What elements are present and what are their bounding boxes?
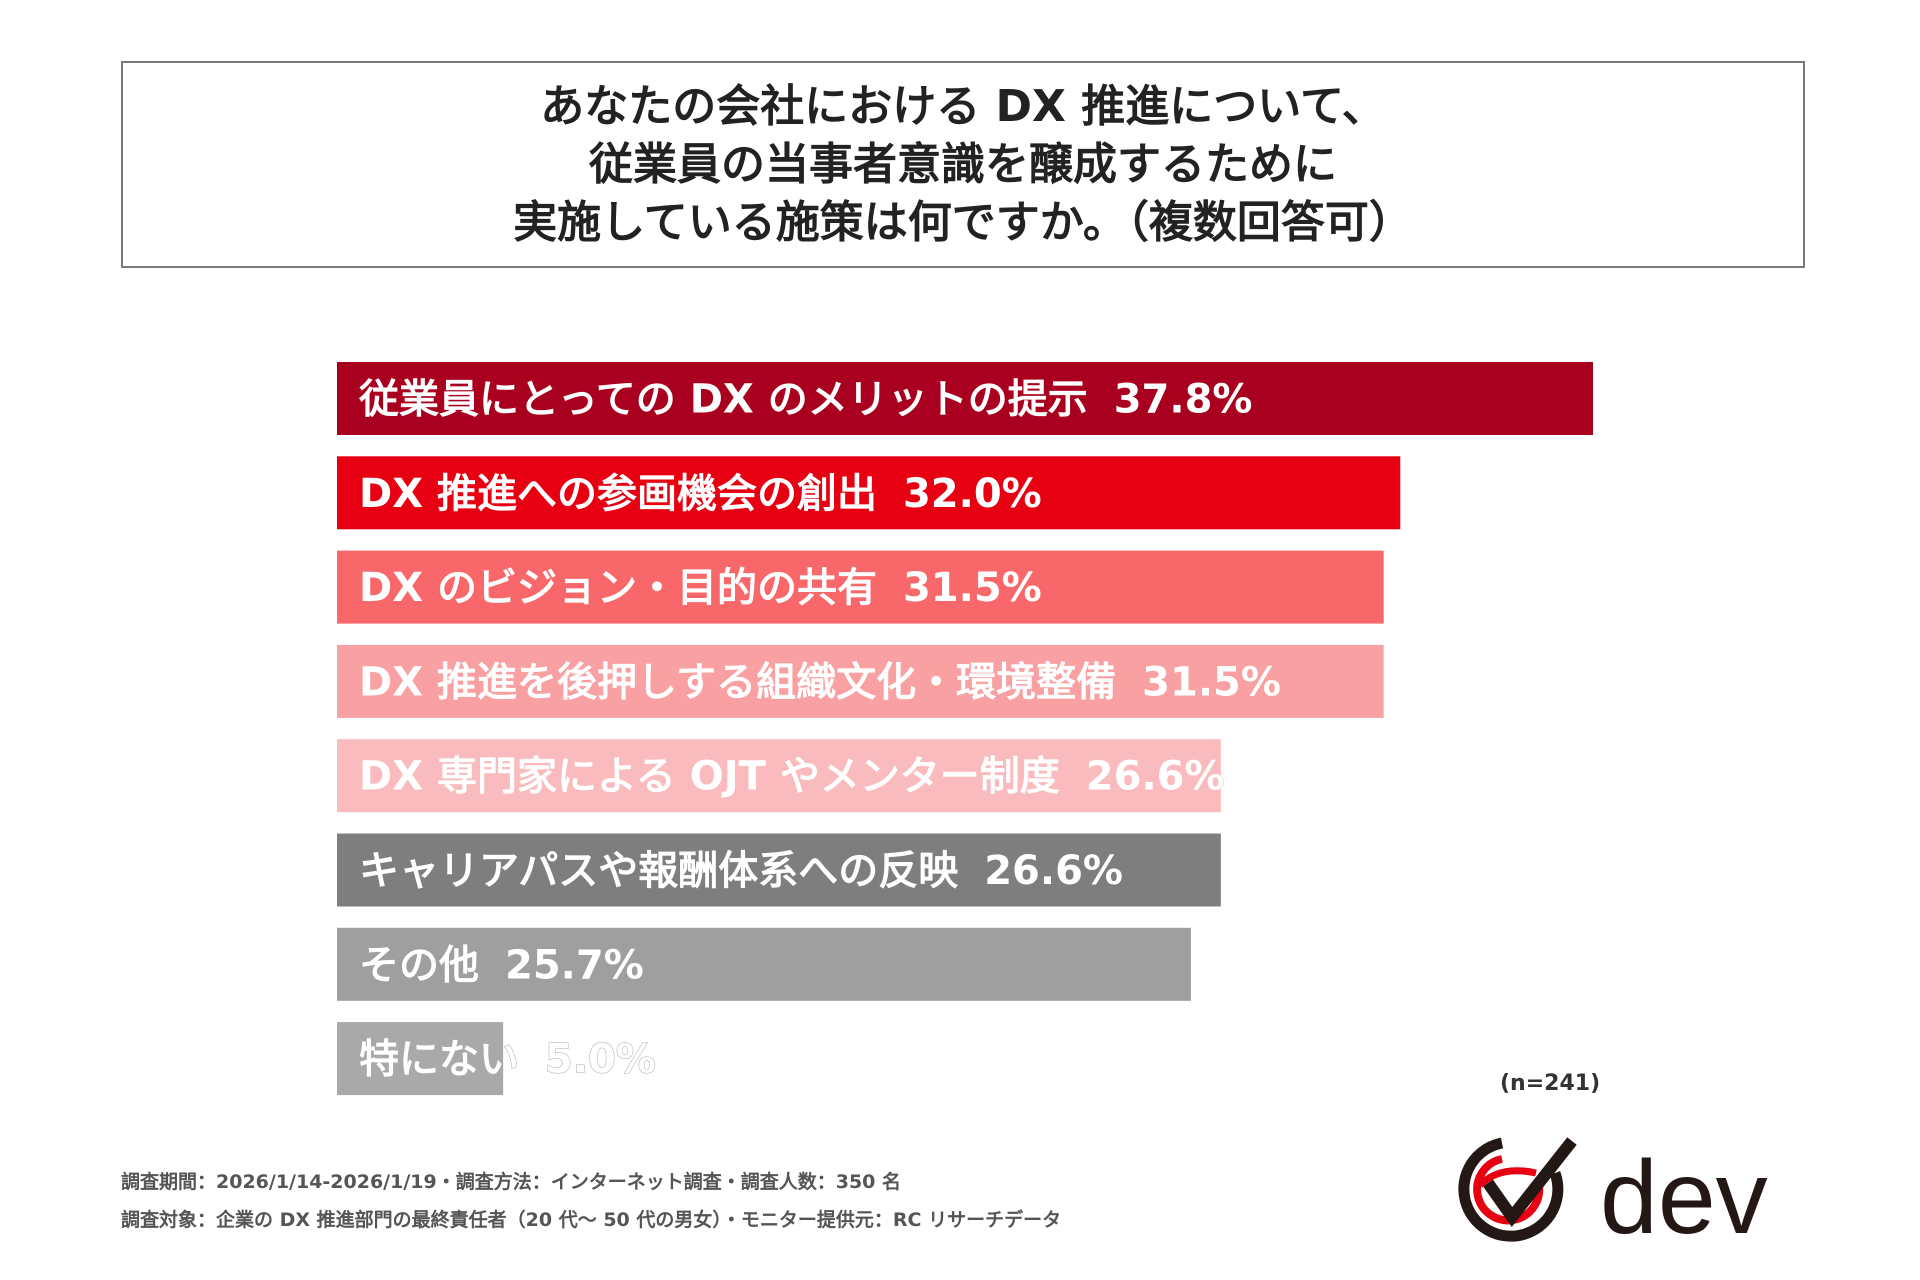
- bar-value-8: 5.0%: [545, 1037, 656, 1083]
- bar-category-7: その他: [359, 942, 479, 988]
- bar-value-3: 31.5%: [903, 565, 1042, 611]
- bar-label-8: 特にない 5.0%: [359, 1037, 656, 1083]
- bar-6: [337, 833, 1221, 907]
- bar-category-5: DX 専門家による OJT やメンター制度: [359, 754, 1060, 800]
- bar-value-1: 37.8%: [1114, 377, 1253, 423]
- bar-label-3: DX のビジョン・目的の共有 31.5%: [359, 565, 1042, 611]
- question-title-line-1: あなたの会社における DX 推進について、: [540, 80, 1386, 132]
- bar-category-2: DX 推進への参画機会の創出: [359, 471, 877, 517]
- question-title-box: あなたの会社における DX 推進について、 従業員の当事者意識を醸成するために …: [121, 61, 1805, 268]
- bar-7: [337, 927, 1191, 1001]
- bar-category-4: DX 推進を後押しする組織文化・環境整備: [359, 659, 1116, 705]
- logo-mark-icon: [1458, 1137, 1577, 1242]
- bar-value-5: 26.6%: [1086, 754, 1225, 800]
- bar-value-4: 31.5%: [1142, 659, 1281, 705]
- bar-label-1: 従業員にとっての DX のメリットの提示 37.8%: [358, 377, 1252, 423]
- survey-target-note: 調査対象：企業の DX 推進部門の最終責任者（20 代～ 50 代の男女）・モニ…: [121, 1209, 1062, 1231]
- bar-5: [337, 739, 1221, 813]
- bar-4: [337, 644, 1384, 718]
- bar-category-8: 特にない: [359, 1037, 519, 1083]
- survey-period-note: 調査期間：2026/1/14-2026/1/19・調査方法：インターネット調査・…: [121, 1171, 902, 1193]
- bar-label-4: DX 推進を後押しする組織文化・環境整備 31.5%: [359, 659, 1281, 705]
- bar-1: [337, 362, 1593, 435]
- bar-chart: 従業員にとっての DX のメリットの提示 37.8% DX 推進への参画機会の創出 3…: [337, 362, 1593, 1096]
- question-title-line-3: 実施している施策は何ですか。（複数回答可）: [513, 196, 1413, 248]
- sample-size-label: (n=241): [1500, 1071, 1601, 1096]
- logo-text: dev: [1600, 1140, 1768, 1255]
- bar-value-6: 26.6%: [984, 848, 1123, 894]
- bar-3: [337, 550, 1384, 624]
- bar-8: [337, 1022, 504, 1096]
- question-title-line-2: 従業員の当事者意識を醸成するために: [589, 138, 1337, 190]
- bar-label-6: キャリアパスや報酬体系への反映 26.6%: [359, 848, 1123, 894]
- bar-category-6: キャリアパスや報酬体系への反映: [359, 848, 958, 894]
- bar-value-7: 25.7%: [505, 942, 644, 988]
- bar-2: [337, 456, 1401, 530]
- bar-value-2: 32.0%: [903, 471, 1042, 517]
- bar-label-2: DX 推進への参画機会の創出 32.0%: [359, 471, 1042, 517]
- dev-logo: dev: [1458, 1137, 1768, 1255]
- bar-label-5: DX 専門家による OJT やメンター制度 26.6%: [359, 754, 1225, 800]
- bar-category-1: 従業員にとっての DX のメリットの提示: [358, 377, 1088, 423]
- bar-label-7: その他 25.7%: [359, 942, 644, 988]
- bar-category-3: DX のビジョン・目的の共有: [359, 565, 877, 611]
